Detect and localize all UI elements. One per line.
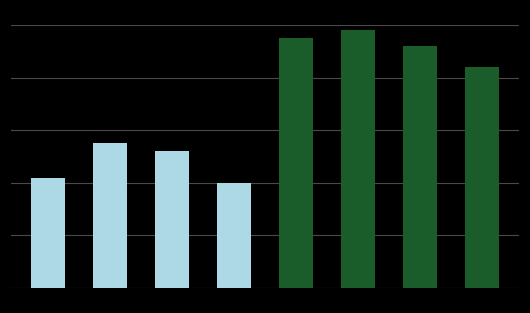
Bar: [341, 30, 375, 288]
Bar: [279, 38, 313, 288]
Bar: [31, 177, 65, 288]
Bar: [217, 183, 251, 288]
Bar: [93, 143, 127, 288]
Bar: [403, 46, 437, 288]
Bar: [465, 67, 499, 288]
Bar: [155, 151, 189, 288]
